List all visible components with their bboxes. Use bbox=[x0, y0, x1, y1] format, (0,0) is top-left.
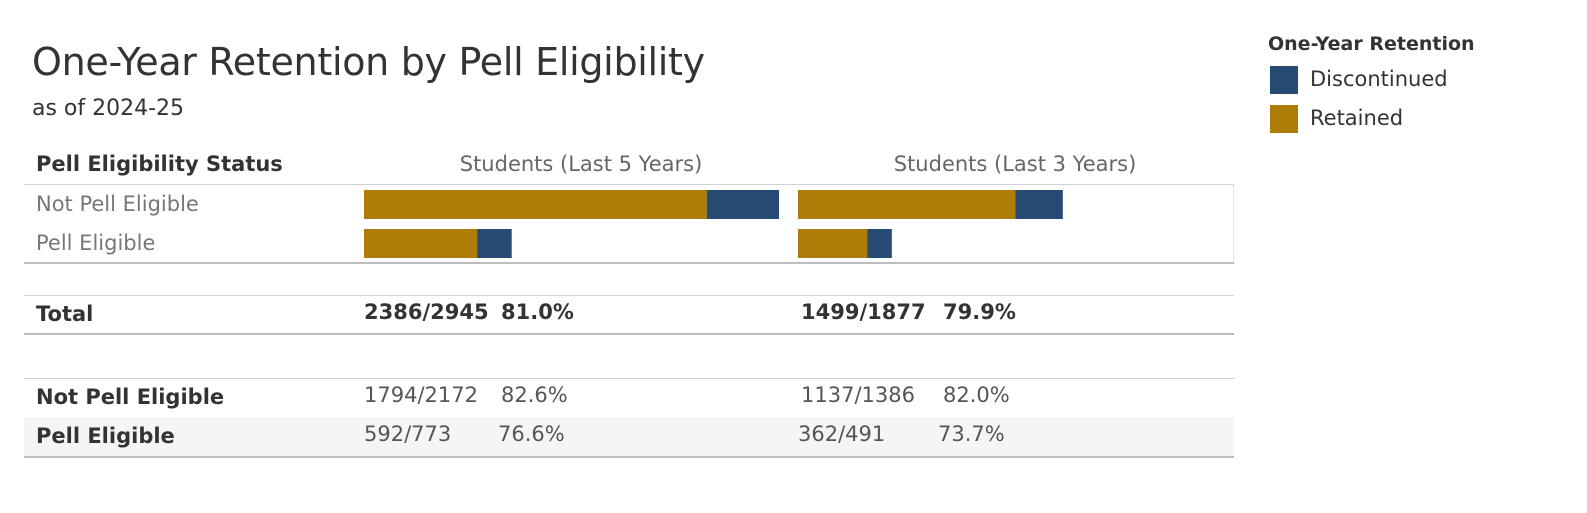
bar-section-rule bbox=[24, 262, 1234, 264]
bar-5yr-pell-eligible-retained[interactable] bbox=[364, 229, 478, 258]
row-band-pell bbox=[24, 417, 1234, 457]
total-fraction-5yr: 2386/2945 bbox=[364, 300, 489, 324]
legend-swatch-discontinued bbox=[1270, 66, 1298, 94]
legend-swatch-retained bbox=[1270, 105, 1298, 133]
detail-pct-not-pell-5yr: 82.6% bbox=[501, 383, 568, 407]
legend-label-discontinued: Discontinued bbox=[1310, 67, 1448, 91]
row-header: Pell Eligibility Status bbox=[36, 152, 283, 176]
bar-3yr-not-pell-eligible-retained[interactable] bbox=[798, 190, 1016, 219]
detail-top-rule bbox=[24, 378, 1234, 379]
detail-fraction-not-pell-3yr: 1137/1386 bbox=[801, 383, 915, 407]
chart-subtitle: as of 2024-25 bbox=[32, 96, 185, 121]
total-bottom-rule bbox=[24, 333, 1234, 335]
detail-pct-pell-5yr: 76.6% bbox=[498, 422, 565, 446]
legend-label-retained: Retained bbox=[1310, 106, 1404, 130]
bar-row-label-pell: Pell Eligible bbox=[36, 231, 156, 255]
chart-title: One-Year Retention by Pell Eligibility bbox=[32, 40, 705, 84]
total-pct-3yr: 79.9% bbox=[943, 300, 1016, 324]
detail-fraction-not-pell-5yr: 1794/2172 bbox=[364, 383, 478, 407]
bar-3yr-pell-eligible-discontinued[interactable] bbox=[867, 229, 892, 258]
bar-5yr-pell-eligible-discontinued[interactable] bbox=[477, 229, 512, 258]
column-header-last-3-years: Students (Last 3 Years) bbox=[893, 152, 1137, 176]
total-fraction-3yr: 1499/1877 bbox=[801, 300, 926, 324]
legend-title: One-Year Retention bbox=[1268, 33, 1475, 55]
header-rule bbox=[24, 184, 1234, 185]
bar-5yr-not-pell-eligible-discontinued[interactable] bbox=[706, 190, 779, 219]
bar-area-border bbox=[1233, 184, 1234, 264]
bar-row-label-not-pell: Not Pell Eligible bbox=[36, 192, 199, 216]
detail-pct-not-pell-3yr: 82.0% bbox=[943, 383, 1010, 407]
detail-bottom-rule bbox=[24, 456, 1234, 458]
total-top-rule bbox=[24, 295, 1234, 296]
column-header-last-5-years: Students (Last 5 Years) bbox=[459, 152, 703, 176]
total-pct-5yr: 81.0% bbox=[501, 300, 574, 324]
bar-5yr-not-pell-eligible-retained[interactable] bbox=[364, 190, 707, 219]
detail-fraction-pell-3yr: 362/491 bbox=[798, 422, 886, 446]
bar-3yr-not-pell-eligible-discontinued[interactable] bbox=[1015, 190, 1063, 219]
detail-pct-pell-3yr: 73.7% bbox=[938, 422, 1005, 446]
bar-3yr-pell-eligible-retained[interactable] bbox=[798, 229, 868, 258]
detail-fraction-pell-5yr: 592/773 bbox=[364, 422, 452, 446]
detail-row-label-not-pell: Not Pell Eligible bbox=[36, 385, 225, 409]
total-label: Total bbox=[36, 302, 94, 326]
detail-row-label-pell: Pell Eligible bbox=[36, 424, 175, 448]
